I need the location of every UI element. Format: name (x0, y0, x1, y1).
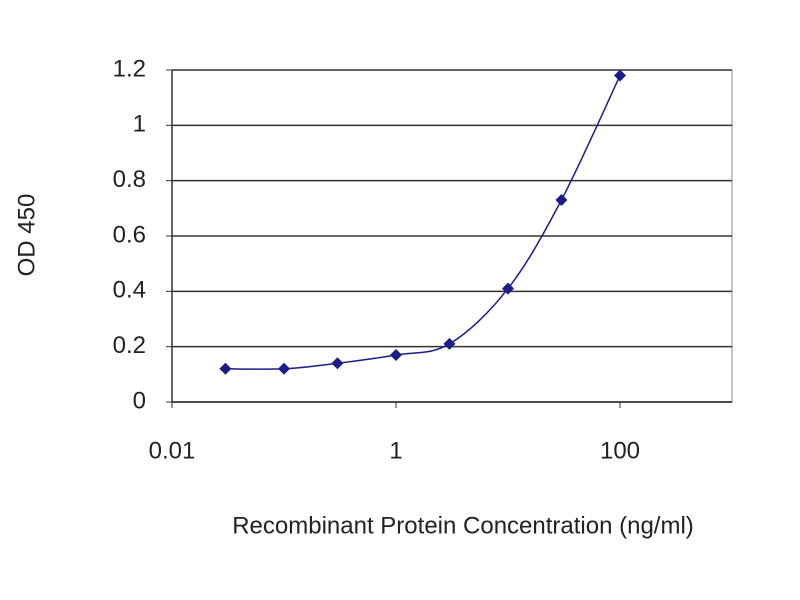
y-tick-label: 0 (133, 387, 146, 414)
y-tick-label: 0.8 (113, 166, 146, 193)
y-axis-label: OD 450 (13, 194, 40, 277)
data-point (502, 282, 514, 295)
data-point (219, 362, 232, 375)
x-tick-label: 100 (600, 437, 640, 464)
y-tick-label: 1 (133, 111, 146, 138)
y-tick-label: 0.2 (113, 332, 146, 359)
y-tick-label: 0.4 (113, 277, 146, 304)
y-tick-label: 0.6 (113, 221, 146, 248)
x-tick-label: 0.01 (149, 437, 196, 464)
y-tick-label: 1.2 (113, 55, 146, 82)
x-tick-label: 1 (389, 437, 402, 464)
data-point (278, 362, 290, 375)
data-point (331, 357, 344, 370)
data-point (390, 348, 402, 361)
x-axis-label: Recombinant Protein Concentration (ng/ml… (232, 512, 694, 539)
data-point (443, 337, 456, 350)
data-point (555, 194, 568, 207)
data-point (614, 69, 626, 82)
